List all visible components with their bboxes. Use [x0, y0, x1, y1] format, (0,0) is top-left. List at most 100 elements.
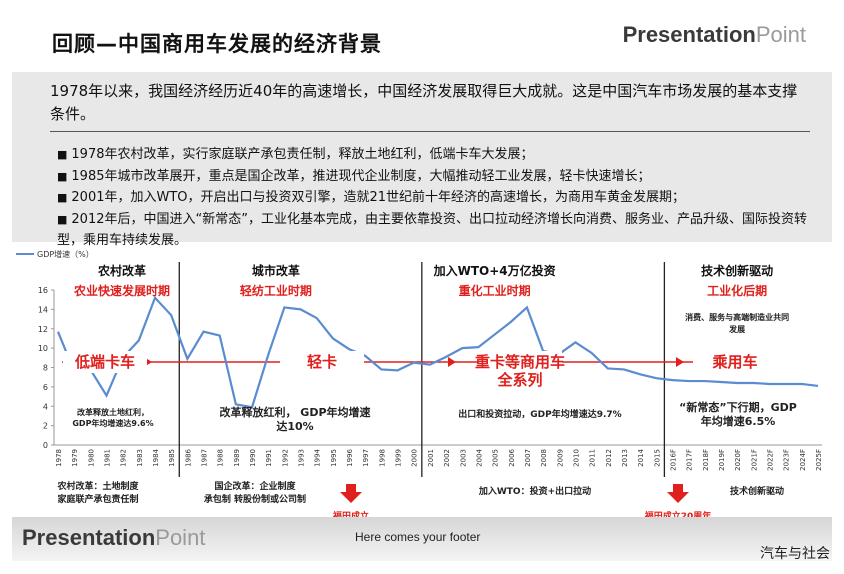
- x-tick-label: 2001: [427, 449, 435, 467]
- x-tick-label: 2018F: [702, 449, 710, 471]
- x-tick-label: 1985: [168, 449, 176, 467]
- y-tick-label: 14: [38, 305, 48, 314]
- footer-logo-light: Point: [155, 525, 206, 550]
- intro-paragraph: 1978年以来，我国经济经历近40年的高速增长，中国经济发展取得巨大成就。这是中…: [50, 82, 798, 123]
- x-tick-label: 2021F: [750, 449, 758, 471]
- bullet-item: 1985年城市改革展开，重点是国企改革，推进现代企业制度，大幅推动轻工业发展，轻…: [57, 166, 817, 188]
- page-title: 回顾—中国商用车发展的经济背景: [52, 32, 382, 56]
- bullet-item: 2001年，加入WTO，开启出口与投资双引擎，造就21世纪前十年经济的高速增长，…: [57, 187, 817, 209]
- period-footer-text: 农村改革：土地制度: [56, 480, 139, 492]
- period-footer-text: 家庭联产承包责任制: [57, 493, 138, 505]
- brand-logo: PresentationPoint: [623, 22, 806, 48]
- period-note: GDP年均增速达9.6%: [72, 418, 153, 428]
- watermark: 汽车与社会: [760, 546, 830, 562]
- footer-logo: PresentationPoint: [22, 525, 205, 551]
- x-tick-label: 1994: [314, 448, 322, 466]
- logo-light-text: Point: [755, 22, 806, 47]
- gdp-line: [56, 295, 819, 409]
- x-tick-label: 2025F: [815, 449, 823, 471]
- vehicle-label-bg: [478, 351, 562, 373]
- x-tick-label: 1979: [71, 449, 79, 467]
- x-tick-label: 2017F: [686, 449, 694, 471]
- period-phase: 工业化后期: [707, 283, 767, 298]
- vehicle-label: 低端卡车: [74, 353, 135, 371]
- vehicle-label: 全系列: [496, 371, 542, 389]
- period-note: “新常态”下行期，GDP: [679, 400, 797, 414]
- x-tick-label: 1986: [184, 448, 192, 466]
- milestone-arrow-head: [667, 492, 689, 503]
- bullet-item: 2012年后，中国进入“新常态”，工业化基本完成，由主要依靠投资、出口拉动经济增…: [57, 209, 817, 252]
- x-tick-label: 2006: [508, 448, 516, 466]
- period-note: 出口和投资拉动，GDP年均增速达9.7%: [458, 408, 621, 420]
- period-note: 改革释放土地红利，: [77, 407, 149, 417]
- y-tick-label: 10: [38, 344, 48, 353]
- x-tick-label: 2023F: [783, 449, 791, 471]
- milestone-arrow-stem: [346, 484, 356, 492]
- footer-band: [12, 517, 832, 561]
- x-tick-label: 2010: [572, 449, 580, 467]
- x-tick-label: 2016F: [669, 449, 677, 471]
- x-tick-label: 1983: [136, 449, 144, 467]
- x-tick-label: 1982: [120, 449, 128, 467]
- x-tick-label: 1980: [87, 449, 95, 467]
- period-footer-text: 加入WTO：投资+出口拉动: [478, 485, 591, 497]
- vehicle-label: 轻卡: [307, 353, 337, 371]
- y-tick-label: 6: [43, 383, 48, 392]
- x-tick-label: 2020F: [734, 449, 742, 471]
- x-tick-label: 1987: [201, 449, 209, 467]
- logo-bold-text: Presentation: [622, 22, 756, 47]
- vehicle-label-bg: [280, 351, 364, 373]
- period-subtitle: 消费、服务与高端制造业共同: [685, 312, 789, 322]
- x-tick-label: 2012: [605, 449, 613, 467]
- x-tick-label: 2011: [589, 449, 597, 467]
- period-phase: 轻纺工业时期: [240, 283, 312, 298]
- legend-label: GDP增速（%）: [37, 249, 94, 259]
- x-tick-label: 2024F: [799, 449, 807, 471]
- period-phase: 重化工业时期: [459, 283, 531, 298]
- x-tick-label: 1988: [217, 449, 225, 467]
- x-tick-label: 2000: [411, 449, 419, 467]
- x-tick-label: 1991: [265, 449, 273, 467]
- x-tick-label: 1978: [55, 449, 63, 467]
- x-tick-label: 2008: [540, 449, 548, 467]
- x-tick-label: 1997: [362, 449, 370, 467]
- footer-text: Here comes your footer: [355, 530, 481, 544]
- x-tick-label: 1999: [395, 449, 403, 467]
- y-tick-label: 12: [38, 325, 48, 334]
- footer-logo-bold: Presentation: [22, 525, 156, 550]
- y-tick-label: 2: [43, 422, 48, 431]
- x-tick-label: 2004: [475, 448, 483, 466]
- milestone-arrow-head: [340, 492, 362, 503]
- period-phase: 农业快速发展时期: [73, 283, 170, 298]
- vehicle-label: 乘用车: [711, 353, 757, 371]
- x-tick-label: 2015: [653, 449, 661, 467]
- arrow-head: [676, 357, 684, 367]
- bullet-item: 1978年农村改革，实行家庭联产承包责任制，释放土地红利，低端卡车大发展；: [57, 144, 817, 166]
- x-tick-label: 2014: [637, 448, 645, 466]
- x-tick-label: 1996: [346, 448, 354, 466]
- period-footer-text: 技术创新驱动: [730, 485, 784, 497]
- period-name: 技术创新驱动: [701, 263, 773, 278]
- period-name: 加入WTO+4万亿投资: [433, 263, 556, 278]
- bullet-list: 1978年农村改革，实行家庭联产承包责任制，释放土地红利，低端卡车大发展； 19…: [57, 144, 817, 252]
- period-subtitle: 发展: [728, 324, 745, 334]
- period-footer-text: 承包制 转股份制或公司制: [204, 493, 306, 505]
- period-note: 年均增速6.5%: [701, 414, 776, 428]
- x-tick-label: 1992: [281, 449, 289, 467]
- period-note: 改革释放红利， GDP年均增速: [219, 405, 370, 419]
- period-name: 城市改革: [252, 263, 300, 278]
- x-tick-label: 2002: [443, 449, 451, 467]
- y-tick-label: 4: [43, 402, 48, 411]
- x-tick-label: 1998: [378, 449, 386, 467]
- x-tick-label: 1989: [233, 449, 241, 467]
- x-tick-label: 2013: [621, 449, 629, 467]
- x-tick-label: 2019F: [718, 449, 726, 471]
- period-name: 农村改革: [97, 263, 146, 278]
- vehicle-label-bg: [693, 351, 777, 373]
- x-tick-label: 2005: [492, 449, 500, 467]
- divider: [50, 131, 810, 132]
- period-note: 达10%: [276, 419, 313, 433]
- x-tick-label: 2022F: [766, 449, 774, 471]
- x-tick-label: 1995: [330, 449, 338, 467]
